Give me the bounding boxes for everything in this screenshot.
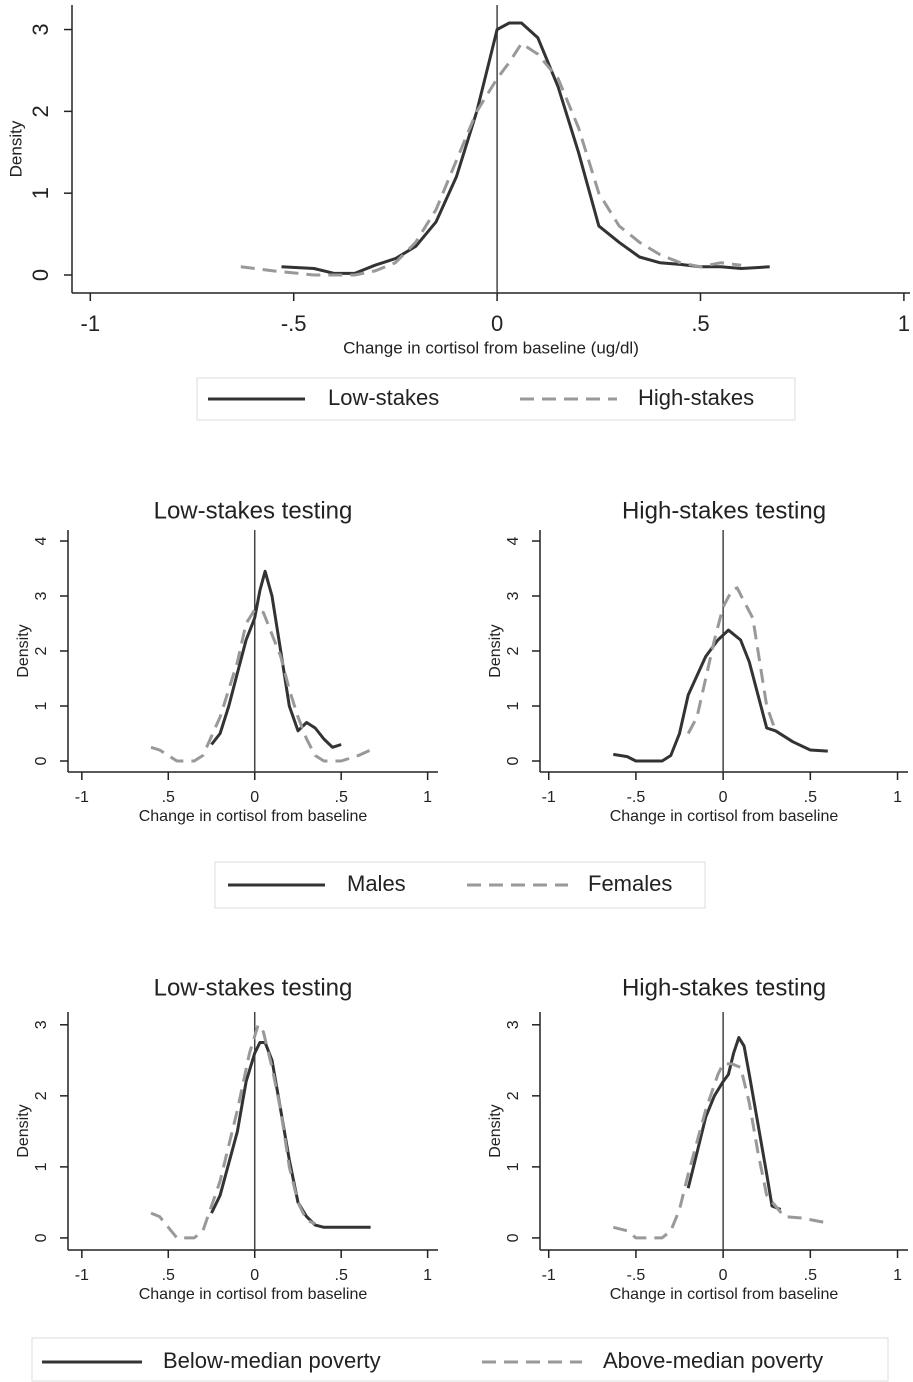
y-tick-label: 2 bbox=[505, 646, 522, 655]
x-tick-label: -1 bbox=[75, 1267, 89, 1284]
x-tick-label: -1 bbox=[81, 311, 101, 336]
x-axis-label: Change in cortisol from baseline bbox=[139, 808, 368, 825]
y-tick-label: 2 bbox=[33, 1091, 50, 1100]
x-axis-label: Change in cortisol from baseline (ug/dl) bbox=[343, 338, 639, 357]
x-tick-label: .5 bbox=[691, 311, 709, 336]
legend-box bbox=[31, 1337, 889, 1382]
panel-title: Low-stakes testing bbox=[154, 497, 353, 524]
density-line bbox=[240, 42, 742, 277]
y-axis-label: Density bbox=[15, 624, 32, 677]
density-line bbox=[210, 569, 342, 749]
x-tick-label: .5 bbox=[162, 1267, 175, 1284]
x-axis-label: Change in cortisol from baseline bbox=[610, 808, 839, 825]
y-tick-label: 0 bbox=[33, 756, 50, 765]
y-tick-label: 4 bbox=[33, 536, 50, 545]
legend-label: Females bbox=[588, 871, 672, 896]
x-tick-label: 1 bbox=[893, 1267, 902, 1284]
panel-title: High-stakes testing bbox=[622, 497, 826, 524]
y-tick-label: 1 bbox=[33, 701, 50, 710]
legend-label: Low-stakes bbox=[328, 385, 439, 410]
y-tick-label: 1 bbox=[28, 187, 53, 199]
x-tick-label: 0 bbox=[719, 789, 728, 806]
x-tick-label: .5 bbox=[335, 1267, 348, 1284]
x-tick-label: .5 bbox=[162, 789, 175, 806]
legend-label: Above-median poverty bbox=[603, 1348, 823, 1373]
y-tick-label: 4 bbox=[505, 536, 522, 545]
x-axis-label: Change in cortisol from baseline bbox=[610, 1286, 839, 1303]
x-tick-label: 0 bbox=[491, 311, 503, 336]
panel-title: Low-stakes testing bbox=[154, 974, 353, 1001]
y-axis-label: Density bbox=[15, 1104, 32, 1157]
density-line bbox=[150, 1023, 316, 1240]
density-line bbox=[686, 1036, 782, 1211]
x-tick-label: -1 bbox=[75, 789, 89, 806]
x-tick-label: -.5 bbox=[281, 311, 307, 336]
x-tick-label: -1 bbox=[542, 789, 556, 806]
x-tick-label: .5 bbox=[804, 789, 817, 806]
y-tick-label: 2 bbox=[505, 1091, 522, 1100]
density-line bbox=[686, 586, 777, 735]
x-tick-label: 1 bbox=[423, 789, 432, 806]
x-tick-label: 1 bbox=[893, 789, 902, 806]
density-line bbox=[150, 608, 372, 763]
x-tick-label: 1 bbox=[423, 1267, 432, 1284]
x-tick-label: -1 bbox=[542, 1267, 556, 1284]
y-tick-label: 1 bbox=[33, 1162, 50, 1171]
x-tick-label: -.5 bbox=[627, 1267, 646, 1284]
x-axis-label: Change in cortisol from baseline bbox=[139, 1286, 368, 1303]
y-tick-label: 0 bbox=[505, 1233, 522, 1242]
legend-label: Males bbox=[347, 871, 406, 896]
panel-title: High-stakes testing bbox=[622, 974, 826, 1001]
legend-label: Below-median poverty bbox=[163, 1348, 381, 1373]
y-tick-label: 1 bbox=[505, 701, 522, 710]
y-tick-label: 3 bbox=[505, 591, 522, 600]
x-tick-label: 0 bbox=[719, 1267, 728, 1284]
density-line bbox=[612, 1062, 825, 1240]
y-axis-label: Density bbox=[487, 1104, 504, 1157]
y-tick-label: 2 bbox=[28, 105, 53, 117]
y-tick-label: 1 bbox=[505, 1162, 522, 1171]
x-tick-label: 0 bbox=[250, 1267, 259, 1284]
density-line bbox=[613, 628, 828, 763]
y-tick-label: 0 bbox=[28, 269, 53, 281]
y-tick-label: 3 bbox=[28, 23, 53, 35]
density-line bbox=[281, 21, 770, 275]
y-tick-label: 0 bbox=[505, 756, 522, 765]
y-tick-label: 3 bbox=[33, 1020, 50, 1029]
x-tick-label: 1 bbox=[898, 311, 910, 336]
y-tick-label: 3 bbox=[505, 1020, 522, 1029]
x-tick-label: .5 bbox=[804, 1267, 817, 1284]
x-tick-label: 0 bbox=[250, 789, 259, 806]
y-axis-label: Density bbox=[6, 120, 25, 177]
y-tick-label: 0 bbox=[33, 1233, 50, 1242]
y-tick-label: 2 bbox=[33, 646, 50, 655]
legend-label: High-stakes bbox=[638, 385, 754, 410]
x-tick-label: -.5 bbox=[627, 789, 646, 806]
y-axis-label: Density bbox=[487, 624, 504, 677]
density-line bbox=[210, 1041, 371, 1229]
x-tick-label: .5 bbox=[335, 789, 348, 806]
y-tick-label: 3 bbox=[33, 591, 50, 600]
